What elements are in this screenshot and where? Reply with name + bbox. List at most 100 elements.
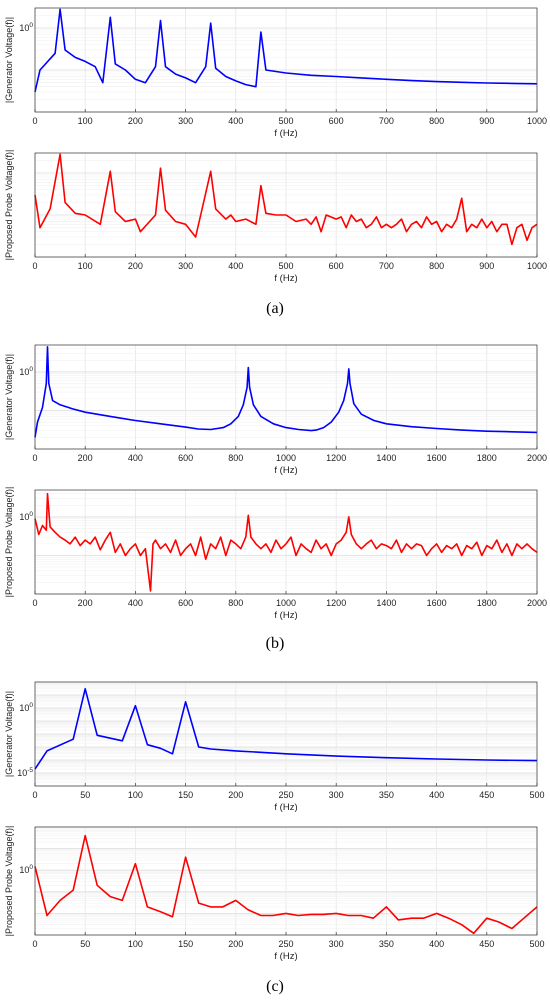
x-tick-label: 100	[128, 790, 143, 800]
x-tick-label: 350	[379, 790, 394, 800]
y-tick-label: 10-5	[17, 767, 33, 778]
x-tick-label: 1000	[276, 598, 296, 608]
y-tick-label: 100	[19, 702, 33, 713]
x-tick-label: 200	[128, 261, 143, 271]
chart-a-probe: 0 100 200 300 400 500 600 700 800 900 1000 f (Hz) |P…	[4, 150, 547, 284]
x-axis-label: f (Hz)	[274, 273, 297, 284]
x-tick-label: 300	[329, 939, 344, 949]
x-tick-label: 300	[178, 261, 193, 271]
x-tick-label: 700	[379, 116, 394, 126]
x-tick-label: 400	[128, 453, 143, 463]
series-line	[34, 492, 538, 592]
x-tick-label: 100	[78, 261, 93, 271]
x-tick-label: 800	[228, 598, 243, 608]
x-tick-label: 50	[80, 790, 90, 800]
x-tick-label: 600	[178, 453, 193, 463]
y-axis-label: |Proposed Probe Voltage(f)|	[4, 826, 14, 937]
y-axis-label: |Proposed Probe Voltage(f)|	[4, 487, 14, 598]
x-axis-label: f (Hz)	[274, 802, 297, 813]
x-tick-label: 900	[479, 116, 494, 126]
x-tick-label: 2000	[527, 453, 547, 463]
y-tick-label: 100	[19, 22, 33, 33]
x-tick-label: 1200	[326, 453, 346, 463]
x-tick-label: 1400	[376, 453, 396, 463]
x-tick-label: 600	[329, 116, 344, 126]
x-tick-label: 1800	[477, 598, 497, 608]
x-tick-label: 300	[178, 116, 193, 126]
chart-b-generator: 0 200 400 600 800 1000 1200 1400 1600 1800 2000100…	[4, 344, 547, 476]
y-tick-exponent: 0	[29, 22, 33, 29]
x-tick-label: 200	[228, 790, 243, 800]
y-tick-label: 100	[19, 511, 33, 522]
x-tick-label: 0	[32, 453, 37, 463]
y-tick-exponent: -5	[27, 767, 33, 774]
panel-label-a: (a)	[266, 300, 284, 317]
x-tick-label: 200	[228, 939, 243, 949]
x-tick-label: 600	[329, 261, 344, 271]
x-tick-label: 1600	[427, 598, 447, 608]
x-tick-label: 200	[128, 116, 143, 126]
chart-c-probe: 0 50 100 150 200 250 300 350 400 450 500 100 f (Hz) |…	[4, 826, 545, 962]
panel-label-b: (b)	[265, 635, 285, 652]
series-line	[34, 834, 538, 935]
x-tick-label: 50	[80, 939, 90, 949]
x-tick-label: 350	[379, 939, 394, 949]
x-tick-label: 200	[78, 453, 93, 463]
x-tick-label: 2000	[527, 598, 547, 608]
x-tick-label: 800	[228, 453, 243, 463]
y-tick-exponent: 0	[29, 511, 33, 518]
y-axis-label: |Generator Voltage(f)|	[4, 691, 14, 777]
x-tick-label: 600	[178, 598, 193, 608]
x-tick-label: 150	[178, 790, 193, 800]
x-tick-label: 450	[479, 939, 494, 949]
x-axis-label: f (Hz)	[274, 128, 297, 139]
series-line	[34, 687, 538, 770]
x-tick-label: 400	[228, 116, 243, 126]
x-tick-label: 500	[529, 939, 544, 949]
series-line	[34, 8, 538, 93]
x-tick-label: 150	[178, 939, 193, 949]
x-tick-label: 400	[429, 939, 444, 949]
y-axis-label: |Generator Voltage(f)|	[4, 17, 14, 103]
y-tick-exponent: 0	[29, 366, 33, 373]
x-tick-label: 0	[32, 116, 37, 126]
x-tick-label: 1400	[376, 598, 396, 608]
x-tick-label: 250	[278, 790, 293, 800]
x-tick-label: 500	[278, 261, 293, 271]
x-tick-label: 500	[278, 116, 293, 126]
y-axis-label: |Generator Voltage(f)|	[4, 354, 14, 440]
y-axis-label: |Proposed Probe Voltage(f)|	[4, 150, 14, 261]
chart-c-generator: 0 50 100 150 200 250 300 350 400 450 500 10-5 100 f (…	[4, 681, 545, 813]
x-tick-label: 1200	[326, 598, 346, 608]
x-tick-label: 0	[32, 939, 37, 949]
x-tick-label: 900	[479, 261, 494, 271]
x-tick-label: 1000	[527, 261, 547, 271]
y-tick-label: 100	[19, 366, 33, 377]
panel-label-c: (c)	[266, 978, 284, 995]
x-tick-label: 450	[479, 790, 494, 800]
y-tick-label: 100	[19, 864, 33, 875]
x-tick-label: 700	[379, 261, 394, 271]
series-line	[34, 153, 538, 246]
series-line	[34, 345, 538, 438]
x-tick-label: 400	[228, 261, 243, 271]
x-tick-label: 1600	[427, 453, 447, 463]
x-tick-label: 800	[429, 116, 444, 126]
x-tick-label: 0	[32, 598, 37, 608]
x-tick-label: 300	[329, 790, 344, 800]
x-axis-label: f (Hz)	[274, 951, 297, 962]
x-tick-label: 250	[278, 939, 293, 949]
x-tick-label: 200	[78, 598, 93, 608]
chart-b-probe: 0 200 400 600 800 1000 1200 1400 1600 1800 2000100…	[4, 487, 547, 621]
y-tick-exponent: 0	[29, 864, 33, 871]
y-tick-exponent: 0	[29, 702, 33, 709]
x-tick-label: 0	[32, 790, 37, 800]
x-tick-label: 800	[429, 261, 444, 271]
x-tick-label: 1800	[477, 453, 497, 463]
x-tick-label: 1000	[527, 116, 547, 126]
x-tick-label: 1000	[276, 453, 296, 463]
x-axis-label: f (Hz)	[274, 465, 297, 476]
x-axis-label: f (Hz)	[274, 610, 297, 621]
